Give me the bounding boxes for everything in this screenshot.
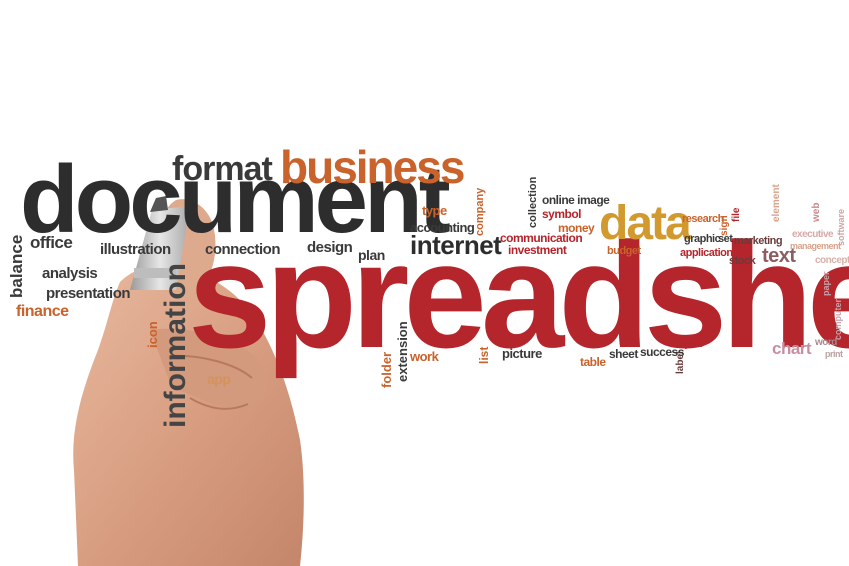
word-executive: executive: [792, 229, 834, 240]
word-text: text: [762, 245, 796, 267]
word-research: research: [682, 213, 724, 225]
word-picture: picture: [502, 346, 542, 361]
word-spreadsheet: spreadsheet: [188, 211, 849, 379]
word-report: report: [676, 339, 702, 350]
word-marketing: marketing: [734, 235, 783, 247]
word-document: document: [20, 146, 451, 253]
word-analysis: analysis: [42, 265, 98, 282]
word-word: word: [815, 337, 837, 348]
word-investment: investment: [508, 243, 567, 257]
word-chart: chart: [772, 339, 812, 358]
word-plan: plan: [358, 247, 385, 263]
word-element: element: [771, 184, 782, 222]
word-graphic: graphic: [684, 233, 721, 245]
word-print: print: [825, 349, 843, 359]
word-icon: icon: [145, 321, 160, 348]
word-success: success: [640, 345, 684, 359]
word-information: information: [159, 263, 192, 428]
word-concept: concept: [815, 255, 849, 266]
marker-pen: [130, 196, 190, 290]
word-type: type: [422, 203, 447, 218]
word-collection: collection: [527, 176, 539, 228]
word-symbol: symbol: [542, 207, 582, 221]
word-business: business: [280, 141, 465, 193]
word-web: web: [811, 202, 822, 222]
word-company: company: [474, 187, 486, 236]
word-illustration: illustration: [100, 241, 171, 258]
word-finance: finance: [16, 303, 69, 320]
hand-fingers: [150, 328, 268, 408]
word-stock: stock: [729, 255, 756, 267]
word-balance: balance: [7, 234, 26, 298]
hand-palm: [73, 265, 304, 566]
word-file: file: [731, 207, 742, 222]
word-work: work: [410, 349, 439, 364]
word-extension: extension: [395, 321, 410, 382]
word-office: office: [30, 233, 73, 252]
word-computer: computer: [833, 298, 843, 340]
word-accounting: accounting: [410, 220, 475, 235]
word-online-image: online image: [542, 193, 610, 207]
word-application: application: [680, 247, 733, 259]
word-sheet: sheet: [609, 347, 638, 361]
word-connection: connection: [205, 241, 281, 258]
word-app: app: [207, 371, 231, 387]
word-table: table: [580, 355, 606, 369]
word-management: management: [790, 241, 841, 251]
word-paper: paper: [821, 271, 831, 296]
word-design: design: [307, 239, 353, 256]
word-internet: internet: [410, 230, 502, 260]
word-money: money: [558, 221, 595, 235]
word-set: set: [718, 233, 733, 245]
word-budget: budget: [607, 245, 641, 257]
word-data: data: [599, 197, 692, 250]
word-communication: communication: [500, 231, 583, 245]
word-list: list: [477, 346, 491, 364]
word-folder: folder: [379, 351, 394, 388]
word-format: format: [172, 150, 273, 188]
word-presentation: presentation: [46, 285, 131, 302]
word-software: software: [836, 208, 846, 246]
